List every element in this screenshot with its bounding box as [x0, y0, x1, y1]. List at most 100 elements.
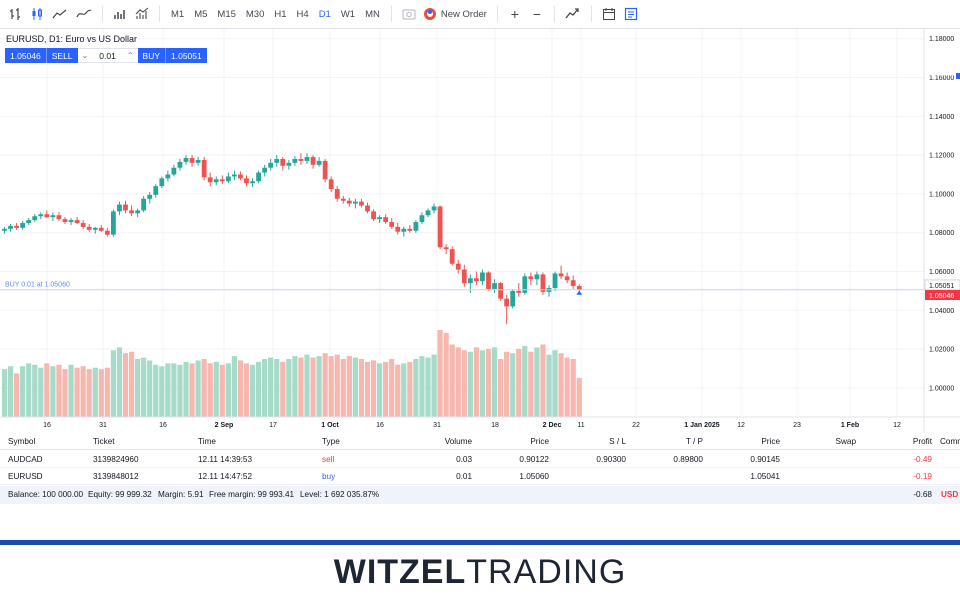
candle[interactable] — [322, 160, 328, 180]
candle[interactable] — [129, 210, 134, 214]
candle[interactable] — [38, 214, 44, 217]
timeframe-h4[interactable]: H4 — [296, 8, 309, 20]
candle[interactable] — [117, 204, 122, 212]
candle[interactable] — [280, 158, 286, 166]
candle[interactable] — [2, 228, 7, 231]
candle[interactable] — [401, 228, 407, 232]
quantity-value[interactable]: 0.01 — [99, 50, 116, 61]
candle[interactable] — [395, 226, 401, 232]
candle[interactable] — [570, 280, 576, 287]
candle[interactable] — [32, 216, 38, 221]
col-current-price[interactable]: Price — [761, 437, 780, 446]
candle[interactable] — [540, 274, 546, 292]
candle[interactable] — [177, 161, 183, 168]
candle[interactable] — [183, 158, 189, 162]
candle[interactable] — [207, 177, 213, 183]
candle[interactable] — [516, 290, 522, 293]
candle[interactable] — [238, 174, 243, 179]
candle[interactable] — [564, 276, 570, 281]
candle[interactable] — [189, 158, 195, 163]
price-chart[interactable]: BUY 0.01 at 1.05060 1.18000 1.16000 1.14000… — [0, 29, 960, 433]
candle[interactable] — [492, 283, 497, 289]
table-row[interactable]: AUDCAD 3139824960 12.11 14:39:53 sell 0.… — [0, 451, 960, 468]
timeframe-m1[interactable]: M1 — [171, 8, 185, 20]
candle[interactable] — [474, 278, 479, 282]
candle[interactable] — [413, 222, 419, 231]
timeframe-w1[interactable]: W1 — [340, 8, 356, 20]
candle[interactable] — [44, 214, 50, 218]
candle[interactable] — [437, 206, 443, 248]
candle[interactable] — [225, 176, 231, 182]
candle[interactable] — [20, 223, 26, 228]
candle[interactable] — [310, 157, 316, 165]
col-profit[interactable]: Profit — [912, 437, 932, 446]
candle[interactable] — [407, 228, 413, 231]
candle[interactable] — [135, 210, 140, 214]
candle[interactable] — [419, 215, 425, 223]
candle[interactable] — [213, 179, 219, 183]
candle[interactable] — [504, 298, 510, 307]
candle[interactable] — [461, 269, 467, 284]
candle[interactable] — [232, 174, 237, 177]
candle[interactable] — [298, 158, 304, 161]
candle[interactable] — [340, 198, 346, 201]
candle[interactable] — [522, 276, 528, 293]
candle[interactable] — [98, 227, 104, 231]
timeframe-d1[interactable]: D1 — [318, 8, 331, 20]
col-tp[interactable]: T / P — [685, 437, 703, 446]
candle[interactable] — [274, 158, 280, 163]
candle[interactable] — [104, 230, 110, 235]
candle[interactable] — [14, 225, 19, 228]
candle[interactable] — [552, 273, 558, 288]
candle[interactable] — [8, 225, 13, 229]
zoom-out-button[interactable]: − — [532, 6, 541, 22]
col-price[interactable]: Price — [530, 437, 549, 446]
candle[interactable] — [389, 222, 395, 227]
candle[interactable] — [123, 204, 128, 211]
candle[interactable] — [346, 200, 352, 204]
col-type[interactable]: Type — [322, 437, 340, 446]
timeframe-mn[interactable]: MN — [365, 8, 380, 20]
candle[interactable] — [576, 286, 582, 290]
calendar-icon[interactable] — [598, 3, 620, 25]
candle[interactable] — [359, 201, 364, 206]
candle[interactable] — [201, 159, 207, 178]
candle[interactable] — [74, 220, 80, 223]
candle[interactable] — [256, 172, 261, 182]
candle[interactable] — [558, 273, 564, 277]
candle[interactable] — [443, 247, 449, 250]
table-row[interactable]: EURUSD 3139848012 12.11 14:47:52 buy 0.0… — [0, 468, 960, 485]
candle[interactable] — [165, 174, 171, 179]
timeframe-m30[interactable]: M30 — [245, 8, 265, 20]
candle[interactable] — [383, 217, 389, 223]
candle[interactable] — [268, 162, 274, 168]
cell-tp[interactable]: 0.89800 — [673, 455, 703, 464]
col-symbol[interactable]: Symbol — [8, 437, 36, 446]
candlestick-icon[interactable] — [26, 3, 48, 25]
candle[interactable] — [486, 272, 491, 289]
candle[interactable] — [371, 211, 376, 220]
candle[interactable] — [480, 272, 485, 282]
candle[interactable] — [467, 278, 473, 284]
indicators-icon[interactable] — [131, 3, 153, 25]
timeframe-m5[interactable]: M5 — [194, 8, 208, 20]
candle[interactable] — [328, 179, 334, 190]
new-order-button[interactable]: New Order — [420, 3, 491, 25]
news-icon[interactable] — [620, 3, 642, 25]
candle[interactable] — [219, 179, 225, 182]
candle[interactable] — [353, 201, 358, 204]
candle[interactable] — [68, 220, 74, 223]
chevron-up-icon[interactable]: ⌃ — [126, 51, 134, 60]
quantity-stepper[interactable]: ⌄ 0.01 ⌃ — [77, 48, 138, 63]
sell-button[interactable]: 1.05046 SELL — [5, 48, 78, 63]
candle[interactable] — [449, 249, 455, 264]
col-sl[interactable]: S / L — [609, 437, 626, 446]
candle[interactable] — [510, 290, 516, 307]
candle[interactable] — [316, 160, 322, 165]
candle[interactable] — [153, 186, 159, 195]
col-ticket[interactable]: Ticket — [93, 437, 115, 446]
buy-button[interactable]: BUY 1.05051 — [137, 48, 207, 63]
candle[interactable] — [534, 274, 540, 280]
col-volume[interactable]: Volume — [444, 437, 472, 446]
candle[interactable] — [62, 219, 68, 223]
